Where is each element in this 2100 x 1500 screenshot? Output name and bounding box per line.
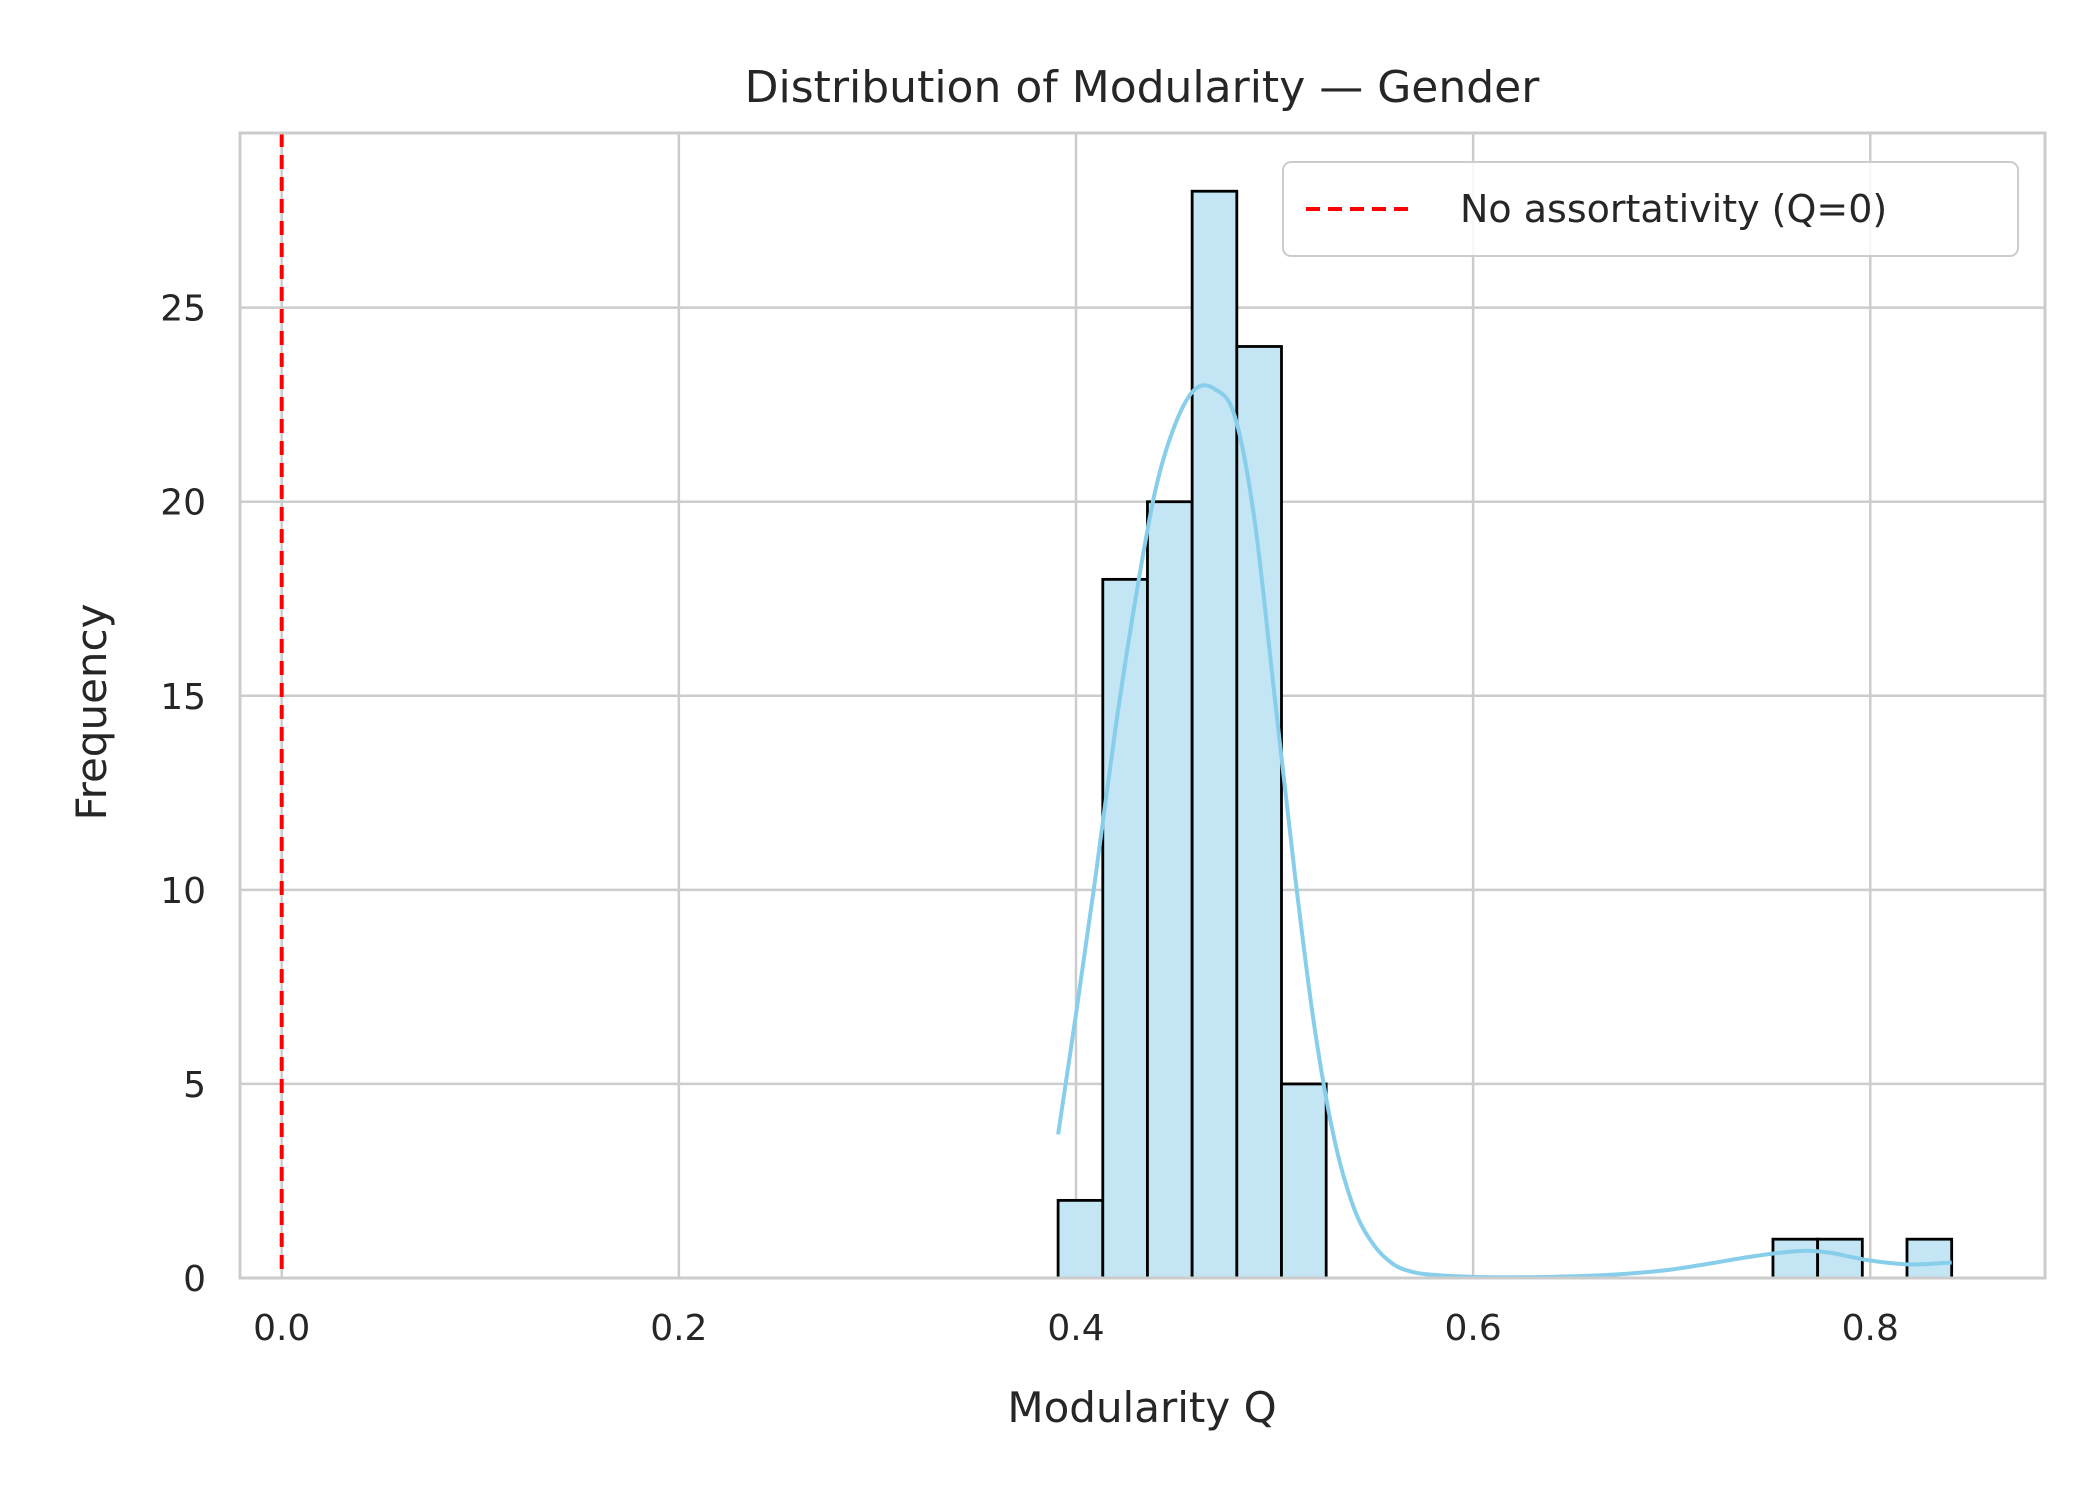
x-axis-label: Modularity Q: [1007, 1383, 1276, 1432]
x-tick-label: 0.0: [253, 1308, 310, 1349]
x-tick-label: 0.6: [1444, 1308, 1501, 1349]
grid: [240, 133, 2045, 1280]
x-tick-label: 0.8: [1842, 1308, 1899, 1349]
histogram-bar: [1771, 1237, 1820, 1280]
y-tick-label: 25: [160, 289, 206, 330]
kde-curve: [1056, 383, 1952, 1280]
y-tick-label: 0: [183, 1259, 206, 1300]
histogram-bar: [1905, 1237, 1954, 1280]
legend-label: No assortativity (Q=0): [1460, 187, 1887, 231]
y-tick-label: 15: [160, 677, 206, 718]
y-tick-label: 10: [160, 871, 206, 912]
histogram-bar: [1190, 189, 1239, 1280]
histogram-bar: [1101, 577, 1149, 1280]
histogram-bar: [1280, 1082, 1328, 1280]
histogram-bar: [1146, 500, 1194, 1280]
y-tick-label: 20: [160, 483, 206, 524]
x-tick-labels: 0.0 0.2 0.4 0.6 0.8: [253, 1308, 1899, 1349]
y-tick-labels: 0 5 10 15 20 25: [160, 289, 206, 1300]
histogram-bars: [1056, 189, 1954, 1280]
legend-box: [1282, 161, 2019, 257]
histogram-bar: [1235, 345, 1283, 1280]
kde-curve-layer: [1056, 383, 1952, 1280]
plot-frame: [238, 131, 2047, 1280]
y-axis-label: Frequency: [67, 604, 116, 821]
x-tick-label: 0.2: [650, 1308, 707, 1349]
chart-title: Distribution of Modularity — Gender: [745, 62, 1541, 113]
x-tick-label: 0.4: [1047, 1308, 1104, 1349]
y-tick-label: 5: [183, 1065, 206, 1106]
legend: No assortativity (Q=0): [1282, 161, 2019, 257]
histogram-bar: [1056, 1198, 1105, 1280]
